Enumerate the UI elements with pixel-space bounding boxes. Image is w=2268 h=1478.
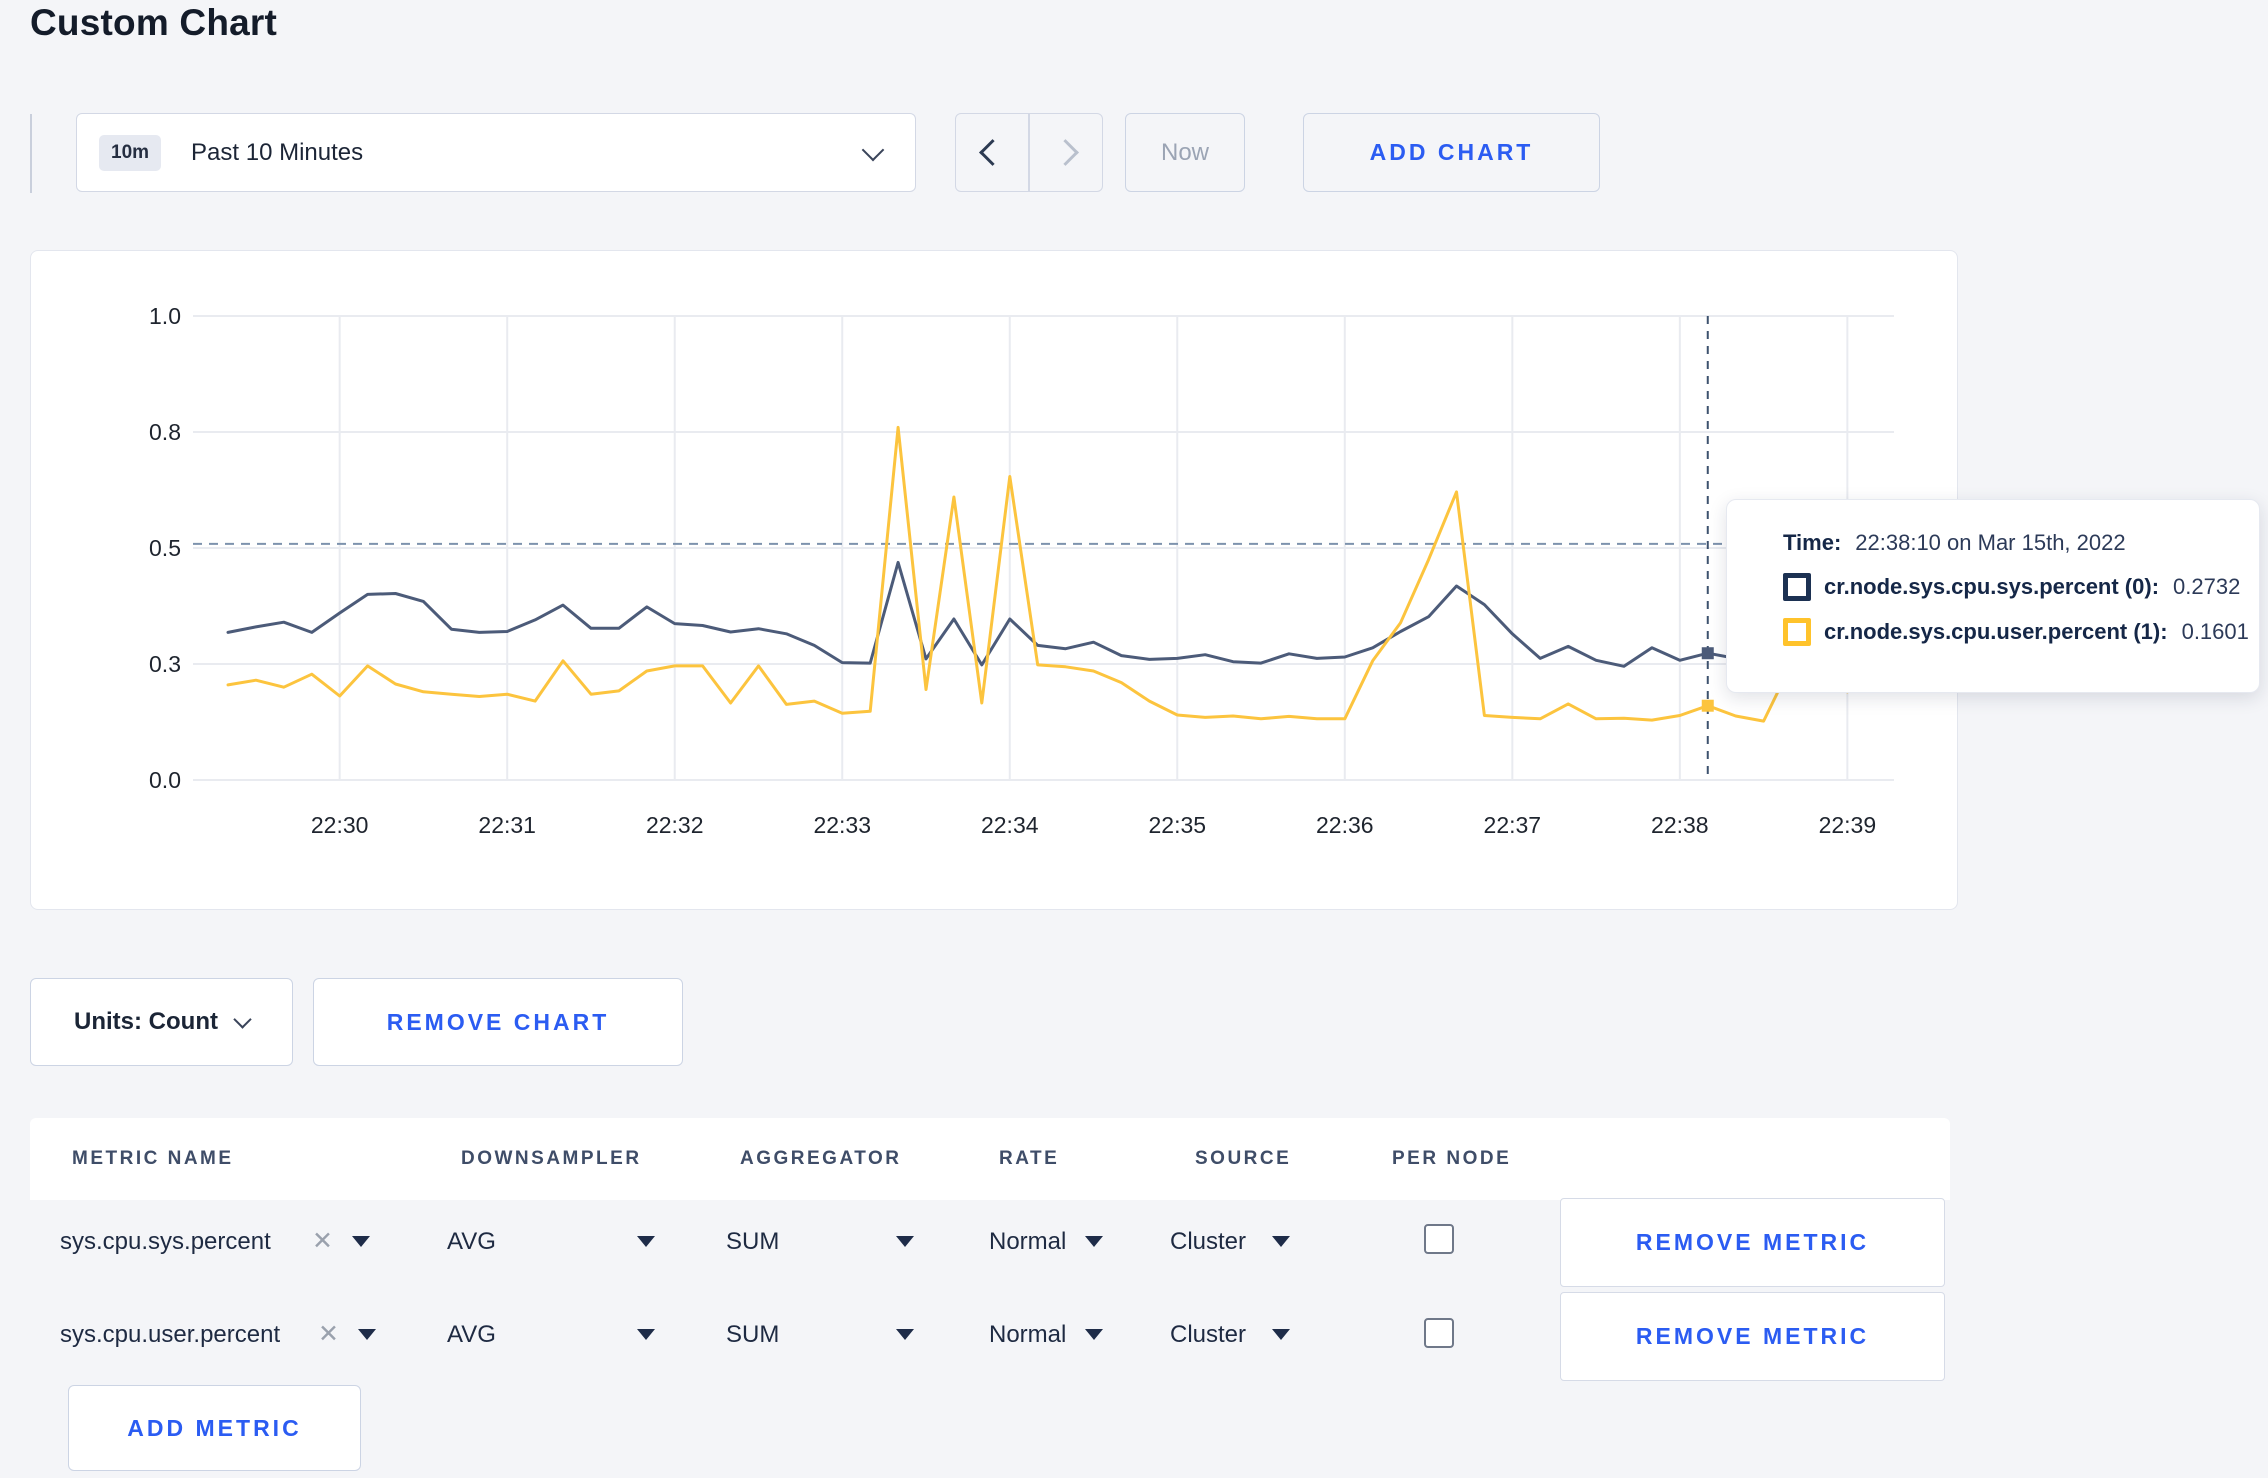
tooltip-time-row: Time: 22:38:10 on Mar 15th, 2022	[1783, 530, 2259, 556]
tooltip-series-value: 0.1601	[2181, 619, 2249, 644]
metric-name-value: sys.cpu.sys.percent	[60, 1228, 271, 1255]
tooltip-series-name: cr.node.sys.cpu.sys.percent (0):	[1824, 574, 2160, 599]
downsampler-caret-icon[interactable]	[637, 1329, 655, 1340]
svg-text:22:34: 22:34	[981, 812, 1039, 838]
remove-chart-button[interactable]: REMOVE CHART	[313, 978, 683, 1066]
tooltip-series-row: cr.node.sys.cpu.user.percent (1): 0.1601	[1783, 618, 2259, 646]
units-label: Units: Count	[74, 1008, 218, 1035]
metrics-table-header: METRIC NAME DOWNSAMPLER AGGREGATOR RATE …	[30, 1118, 1950, 1200]
chevron-left-icon	[978, 139, 1006, 166]
user-series-swatch-icon	[1783, 618, 1811, 646]
source-select[interactable]: Cluster	[1170, 1228, 1247, 1255]
svg-text:22:31: 22:31	[478, 812, 536, 838]
remove-metric-token-icon[interactable]: ✕	[312, 1227, 333, 1255]
per-node-checkbox[interactable]	[1424, 1224, 1454, 1254]
metric-name-caret-icon[interactable]	[352, 1236, 370, 1247]
add-chart-button[interactable]: ADD CHART	[1303, 113, 1600, 192]
units-dropdown[interactable]: Units: Count	[30, 978, 293, 1066]
sys-series-swatch-icon	[1783, 573, 1811, 601]
svg-text:22:32: 22:32	[646, 812, 704, 838]
tooltip-series-row: cr.node.sys.cpu.sys.percent (0): 0.2732	[1783, 573, 2259, 601]
source-caret-icon[interactable]	[1272, 1329, 1290, 1340]
per-node-checkbox[interactable]	[1424, 1318, 1454, 1348]
col-header-downsampler: DOWNSAMPLER	[461, 1148, 642, 1169]
svg-text:22:36: 22:36	[1316, 812, 1374, 838]
remove-metric-token-icon[interactable]: ✕	[318, 1320, 339, 1348]
time-range-label: Past 10 Minutes	[191, 138, 364, 166]
rate-caret-icon[interactable]	[1085, 1236, 1103, 1247]
aggregator-select[interactable]: SUM	[726, 1321, 780, 1348]
downsampler-caret-icon[interactable]	[637, 1236, 655, 1247]
chevron-down-icon	[233, 1009, 252, 1029]
time-forward-button[interactable]	[1030, 114, 1102, 191]
source-caret-icon[interactable]	[1272, 1236, 1290, 1247]
svg-text:0.5: 0.5	[149, 535, 181, 561]
svg-text:22:33: 22:33	[813, 812, 871, 838]
aggregator-caret-icon[interactable]	[896, 1329, 914, 1340]
svg-text:22:38: 22:38	[1651, 812, 1709, 838]
downsampler-select[interactable]: AVG	[447, 1228, 496, 1255]
remove-metric-button[interactable]: REMOVE METRIC	[1560, 1292, 1945, 1381]
time-nav-group	[955, 113, 1103, 192]
toolbar-left-rule	[30, 114, 32, 193]
svg-text:0.3: 0.3	[149, 651, 181, 677]
metric-name-value: sys.cpu.user.percent	[60, 1321, 281, 1348]
tooltip-series-name: cr.node.sys.cpu.user.percent (1):	[1824, 619, 2168, 644]
rate-caret-icon[interactable]	[1085, 1329, 1103, 1340]
rate-select[interactable]: Normal	[989, 1228, 1067, 1255]
timeseries-chart[interactable]: 0.0 0.3 0.5 0.8 1.0 22:30 22:31 22:32 22:33 22:34…	[31, 251, 1959, 911]
svg-text:0.0: 0.0	[149, 767, 181, 793]
page-title: Custom Chart	[30, 2, 278, 43]
svg-text:22:30: 22:30	[311, 812, 369, 838]
col-header-rate: RATE	[999, 1148, 1060, 1169]
now-button[interactable]: Now	[1125, 113, 1245, 192]
chart-card: 0.0 0.3 0.5 0.8 1.0 22:30 22:31 22:32 22:33 22:34…	[30, 250, 1958, 910]
time-back-button[interactable]	[956, 114, 1028, 191]
divider	[1028, 114, 1030, 191]
col-header-aggregator: AGGREGATOR	[740, 1148, 902, 1169]
col-header-metric-name: METRIC NAME	[72, 1148, 234, 1169]
rate-select[interactable]: Normal	[989, 1321, 1067, 1348]
time-range-badge: 10m	[99, 134, 162, 171]
aggregator-caret-icon[interactable]	[896, 1236, 914, 1247]
svg-text:22:37: 22:37	[1484, 812, 1542, 838]
time-range-dropdown[interactable]: 10m Past 10 Minutes	[76, 113, 916, 192]
remove-metric-button[interactable]: REMOVE METRIC	[1560, 1198, 1945, 1287]
svg-text:22:35: 22:35	[1148, 812, 1206, 838]
svg-text:1.0: 1.0	[149, 303, 181, 329]
chevron-down-icon	[861, 138, 885, 162]
svg-text:22:39: 22:39	[1819, 812, 1877, 838]
downsampler-select[interactable]: AVG	[447, 1321, 496, 1348]
col-header-per-node: PER NODE	[1392, 1148, 1512, 1169]
source-select[interactable]: Cluster	[1170, 1321, 1247, 1348]
chart-tooltip: Time: 22:38:10 on Mar 15th, 2022 cr.node…	[1726, 499, 2260, 693]
col-header-source: SOURCE	[1195, 1148, 1292, 1169]
add-metric-button[interactable]: ADD METRIC	[68, 1385, 361, 1471]
svg-text:0.8: 0.8	[149, 419, 181, 445]
chevron-right-icon	[1052, 139, 1080, 166]
tooltip-time-label: Time:	[1783, 530, 1842, 555]
tooltip-time-value: 22:38:10 on Mar 15th, 2022	[1855, 530, 2126, 555]
aggregator-select[interactable]: SUM	[726, 1228, 780, 1255]
metric-name-caret-icon[interactable]	[358, 1329, 376, 1340]
tooltip-series-value: 0.2732	[2173, 574, 2241, 599]
